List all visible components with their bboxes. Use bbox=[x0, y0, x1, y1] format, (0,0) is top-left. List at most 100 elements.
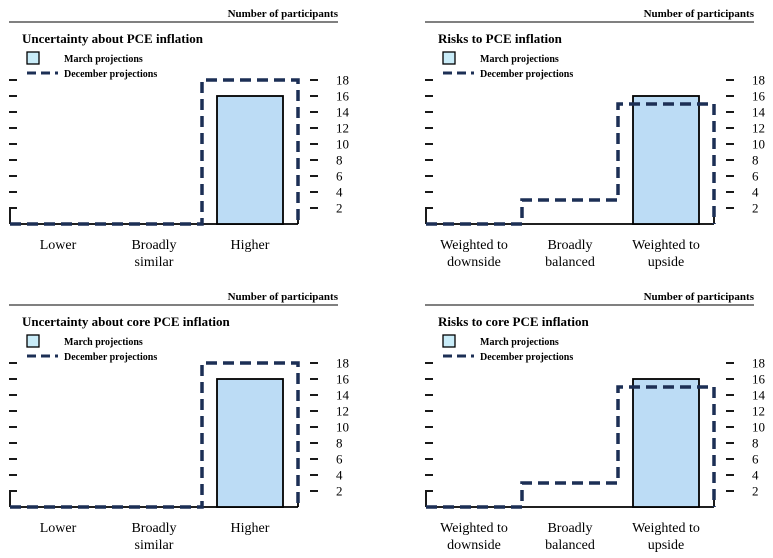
y-tick-label: 16 bbox=[752, 89, 766, 104]
legend-label-december: December projections bbox=[480, 352, 573, 363]
y-tick-label: 12 bbox=[336, 121, 349, 136]
y-tick-label: 2 bbox=[752, 484, 759, 499]
y-tick-label: 14 bbox=[336, 388, 350, 403]
x-category-label-line: Weighted to bbox=[440, 238, 508, 253]
x-category-label-line: similar bbox=[135, 538, 174, 553]
x-category-label: Weighted to downside bbox=[440, 521, 508, 553]
y-tick-label: 2 bbox=[336, 484, 343, 499]
y-tick-label: 10 bbox=[752, 420, 765, 435]
x-category-label-line: upside bbox=[648, 538, 685, 553]
x-category-label: Broadly balanced bbox=[545, 238, 595, 270]
x-category-label: Lower bbox=[40, 521, 77, 536]
x-category-label: Broadly balanced bbox=[545, 521, 595, 553]
y-tick-label: 18 bbox=[336, 356, 349, 371]
legend-swatch-march bbox=[442, 51, 456, 65]
x-category-label-line: Higher bbox=[231, 238, 270, 253]
step-line-december bbox=[10, 78, 300, 226]
y-tick-label: 12 bbox=[752, 404, 765, 419]
y-tick-label: 16 bbox=[336, 89, 350, 104]
step-line-december bbox=[426, 385, 716, 509]
legend-swatch-march bbox=[26, 334, 40, 348]
legend-label-december: December projections bbox=[480, 69, 573, 80]
chart-panel-3: Number of participants Uncertainty about … bbox=[9, 291, 350, 553]
x-category-label-line: Weighted to bbox=[632, 521, 700, 536]
y-axis-label: Number of participants bbox=[644, 291, 755, 303]
y-tick-label: 6 bbox=[336, 452, 343, 467]
legend-label-march: March projections bbox=[64, 337, 143, 348]
x-category-label: Broadly similar bbox=[131, 238, 176, 270]
y-tick-label: 8 bbox=[752, 153, 759, 168]
y-tick-label: 6 bbox=[752, 452, 759, 467]
y-tick-label: 12 bbox=[752, 121, 765, 136]
x-category-label-line: Higher bbox=[231, 521, 270, 536]
legend-swatch-march bbox=[442, 334, 456, 348]
x-category-label-line: balanced bbox=[545, 255, 595, 270]
legend-label-march: March projections bbox=[480, 54, 559, 65]
x-category-label-line: Broadly bbox=[547, 521, 592, 536]
y-tick-label: 14 bbox=[752, 388, 766, 403]
y-tick-label: 6 bbox=[752, 169, 759, 184]
y-tick-label: 16 bbox=[752, 372, 766, 387]
x-category-label: Lower bbox=[40, 238, 77, 253]
x-category-label-line: downside bbox=[447, 538, 501, 553]
x-category-label-line: Lower bbox=[40, 521, 77, 536]
y-tick-label: 10 bbox=[336, 420, 349, 435]
legend-label-december: December projections bbox=[64, 69, 157, 80]
chart-title: Risks to core PCE inflation bbox=[438, 314, 589, 329]
y-axis-label: Number of participants bbox=[228, 291, 339, 303]
step-line-december bbox=[10, 361, 300, 509]
y-tick-label: 10 bbox=[752, 137, 765, 152]
y-tick-label: 18 bbox=[752, 356, 765, 371]
y-tick-label: 16 bbox=[336, 372, 350, 387]
bar-march bbox=[216, 95, 284, 225]
x-category-label: Weighted to upside bbox=[632, 521, 700, 553]
chart-panel-1: Number of participants Uncertainty about … bbox=[9, 8, 350, 270]
y-tick-label: 6 bbox=[336, 169, 343, 184]
legend-label-december: December projections bbox=[64, 352, 157, 363]
y-axis-label: Number of participants bbox=[644, 8, 755, 20]
x-category-label-line: similar bbox=[135, 255, 174, 270]
step-line-december bbox=[426, 102, 716, 226]
x-category-label-line: Weighted to bbox=[632, 238, 700, 253]
legend-label-march: March projections bbox=[480, 337, 559, 348]
legend-label-march: March projections bbox=[64, 54, 143, 65]
bar-march bbox=[216, 378, 284, 508]
y-tick-label: 8 bbox=[336, 436, 343, 451]
y-tick-label: 8 bbox=[336, 153, 343, 168]
x-category-label: Weighted to downside bbox=[440, 238, 508, 270]
chart-title: Uncertainty about PCE inflation bbox=[22, 31, 204, 46]
y-tick-label: 14 bbox=[752, 105, 766, 120]
chart-title: Uncertainty about core PCE inflation bbox=[22, 314, 231, 329]
y-tick-label: 18 bbox=[752, 73, 765, 88]
x-category-label-line: Broadly bbox=[547, 238, 592, 253]
x-category-label-line: Broadly bbox=[131, 238, 176, 253]
y-axis-label: Number of participants bbox=[228, 8, 339, 20]
x-category-label: Weighted to upside bbox=[632, 238, 700, 270]
x-category-label: Higher bbox=[231, 521, 270, 536]
y-tick-label: 8 bbox=[752, 436, 759, 451]
x-category-label-line: balanced bbox=[545, 538, 595, 553]
x-category-label-line: Lower bbox=[40, 238, 77, 253]
y-tick-label: 4 bbox=[752, 185, 759, 200]
bar-march bbox=[632, 95, 700, 225]
x-category-label: Higher bbox=[231, 238, 270, 253]
y-tick-label: 4 bbox=[336, 468, 343, 483]
y-tick-label: 4 bbox=[752, 468, 759, 483]
x-category-label-line: Broadly bbox=[131, 521, 176, 536]
y-tick-label: 14 bbox=[336, 105, 350, 120]
x-category-label-line: upside bbox=[648, 255, 685, 270]
chart-panel-4: Number of participants Risks to core PCE … bbox=[425, 291, 766, 553]
chart-panel-2: Number of participants Risks to PCE infla… bbox=[425, 8, 766, 270]
y-tick-label: 2 bbox=[336, 201, 343, 216]
x-category-label: Broadly similar bbox=[131, 521, 176, 553]
bar-march bbox=[632, 378, 700, 508]
y-tick-label: 2 bbox=[752, 201, 759, 216]
x-category-label-line: downside bbox=[447, 255, 501, 270]
x-category-label-line: Weighted to bbox=[440, 521, 508, 536]
legend-swatch-march bbox=[26, 51, 40, 65]
y-tick-label: 10 bbox=[336, 137, 349, 152]
y-tick-label: 4 bbox=[336, 185, 343, 200]
chart-title: Risks to PCE inflation bbox=[438, 31, 563, 46]
y-tick-label: 12 bbox=[336, 404, 349, 419]
